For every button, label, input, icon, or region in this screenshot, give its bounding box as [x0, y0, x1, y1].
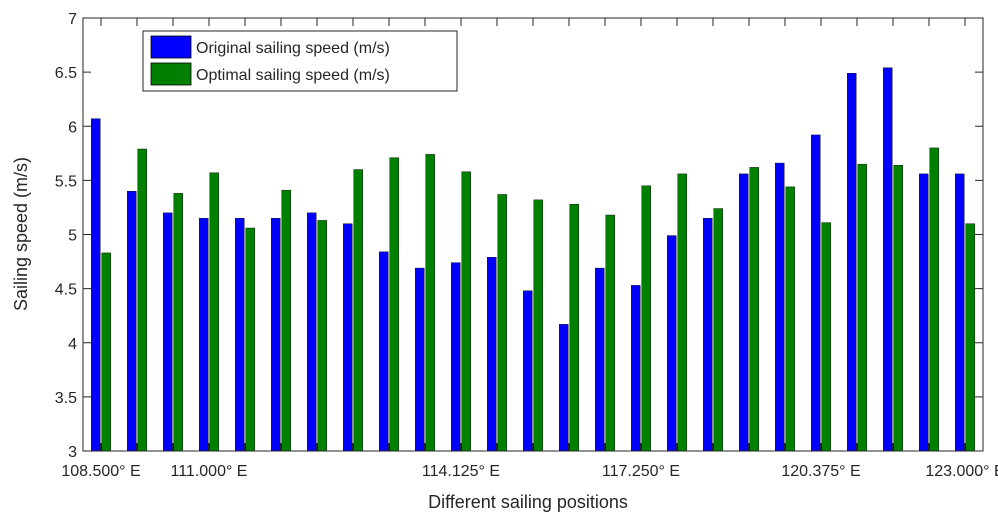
bar-optimal-23 — [893, 165, 903, 452]
bar-original-1 — [91, 118, 101, 452]
bar-original-16 — [631, 285, 641, 452]
bar-original-14 — [559, 324, 569, 452]
bar-original-9 — [379, 251, 389, 452]
bar-optimal-25 — [965, 223, 975, 452]
x-tick-label-0: 108.500° E — [61, 463, 140, 480]
legend-swatch-optimal — [150, 62, 192, 86]
bar-original-24 — [919, 173, 929, 452]
bar-original-3 — [163, 212, 173, 452]
y-axis-title: Sailing speed (m/s) — [11, 157, 31, 311]
bar-original-4 — [199, 218, 209, 452]
y-tick-label-7: 6.5 — [55, 65, 77, 82]
bar-optimal-24 — [929, 147, 939, 452]
bar-optimal-1 — [101, 252, 111, 452]
bar-optimal-2 — [137, 148, 147, 452]
bar-optimal-3 — [173, 193, 183, 452]
x-tick-label-1: 111.000° E — [171, 463, 248, 480]
bar-optimal-11 — [461, 171, 471, 452]
bar-optimal-19 — [749, 167, 759, 452]
bar-optimal-18 — [713, 208, 723, 452]
bar-original-21 — [811, 134, 821, 452]
bar-original-13 — [523, 290, 533, 452]
bar-original-17 — [667, 235, 677, 452]
bar-optimal-20 — [785, 186, 795, 452]
bar-optimal-15 — [605, 214, 615, 452]
bar-optimal-16 — [641, 185, 651, 452]
bar-original-20 — [775, 162, 785, 452]
bar-optimal-10 — [425, 154, 435, 452]
legend-box — [142, 30, 458, 92]
x-tick-label-5: 123.000° E — [925, 463, 998, 480]
bar-original-15 — [595, 267, 605, 452]
bar-optimal-8 — [353, 169, 363, 452]
y-tick-label-5: 5.5 — [55, 173, 77, 190]
legend: Original sailing speed (m/s) Optimal sai… — [142, 30, 458, 92]
bar-original-19 — [739, 173, 749, 452]
y-tick-label-2: 4 — [68, 336, 77, 353]
bar-original-8 — [343, 223, 353, 452]
y-tick-label-6: 6 — [68, 119, 77, 136]
bar-optimal-5 — [245, 227, 255, 452]
legend-label-original: Original sailing speed (m/s) — [196, 40, 390, 57]
bar-original-6 — [271, 218, 281, 452]
bar-original-23 — [883, 67, 893, 452]
bar-optimal-6 — [281, 189, 291, 452]
bar-original-5 — [235, 218, 245, 452]
bar-original-7 — [307, 212, 317, 452]
bar-optimal-4 — [209, 172, 219, 452]
x-axis-title: Different sailing positions — [428, 492, 628, 512]
bar-original-10 — [415, 267, 425, 452]
legend-label-optimal: Optimal sailing speed (m/s) — [196, 67, 390, 84]
bar-original-12 — [487, 257, 497, 452]
bar-original-11 — [451, 262, 461, 452]
bar-optimal-12 — [497, 194, 507, 452]
x-tick-label-3: 117.250° E — [602, 463, 680, 480]
bar-optimal-14 — [569, 203, 579, 452]
bar-optimal-13 — [533, 199, 543, 452]
legend-swatch-original — [150, 35, 192, 59]
bar-original-25 — [955, 173, 965, 452]
y-tick-label-1: 3.5 — [55, 390, 77, 407]
x-tick-label-4: 120.375° E — [781, 463, 860, 480]
axis-ticks: 3 3.5 4 4.5 5 5.5 6 6.5 7 108.500° E 111.000° E 114… — [55, 11, 998, 480]
x-tick-label-2: 114.125° E — [422, 463, 500, 480]
y-tick-label-0: 3 — [68, 444, 77, 461]
y-tick-label-4: 5 — [68, 228, 77, 245]
plot-frame — [82, 17, 984, 452]
bar-optimal-9 — [389, 157, 399, 452]
bar-original-18 — [703, 218, 713, 452]
bar-optimal-7 — [317, 220, 327, 452]
y-tick-label-3: 4.5 — [55, 282, 77, 299]
bar-original-22 — [847, 73, 857, 452]
y-tick-label-8: 7 — [68, 11, 77, 28]
bar-optimal-21 — [821, 222, 831, 452]
bar-optimal-17 — [677, 173, 687, 452]
bar-optimal-22 — [857, 163, 867, 452]
bar-original-2 — [127, 190, 137, 452]
